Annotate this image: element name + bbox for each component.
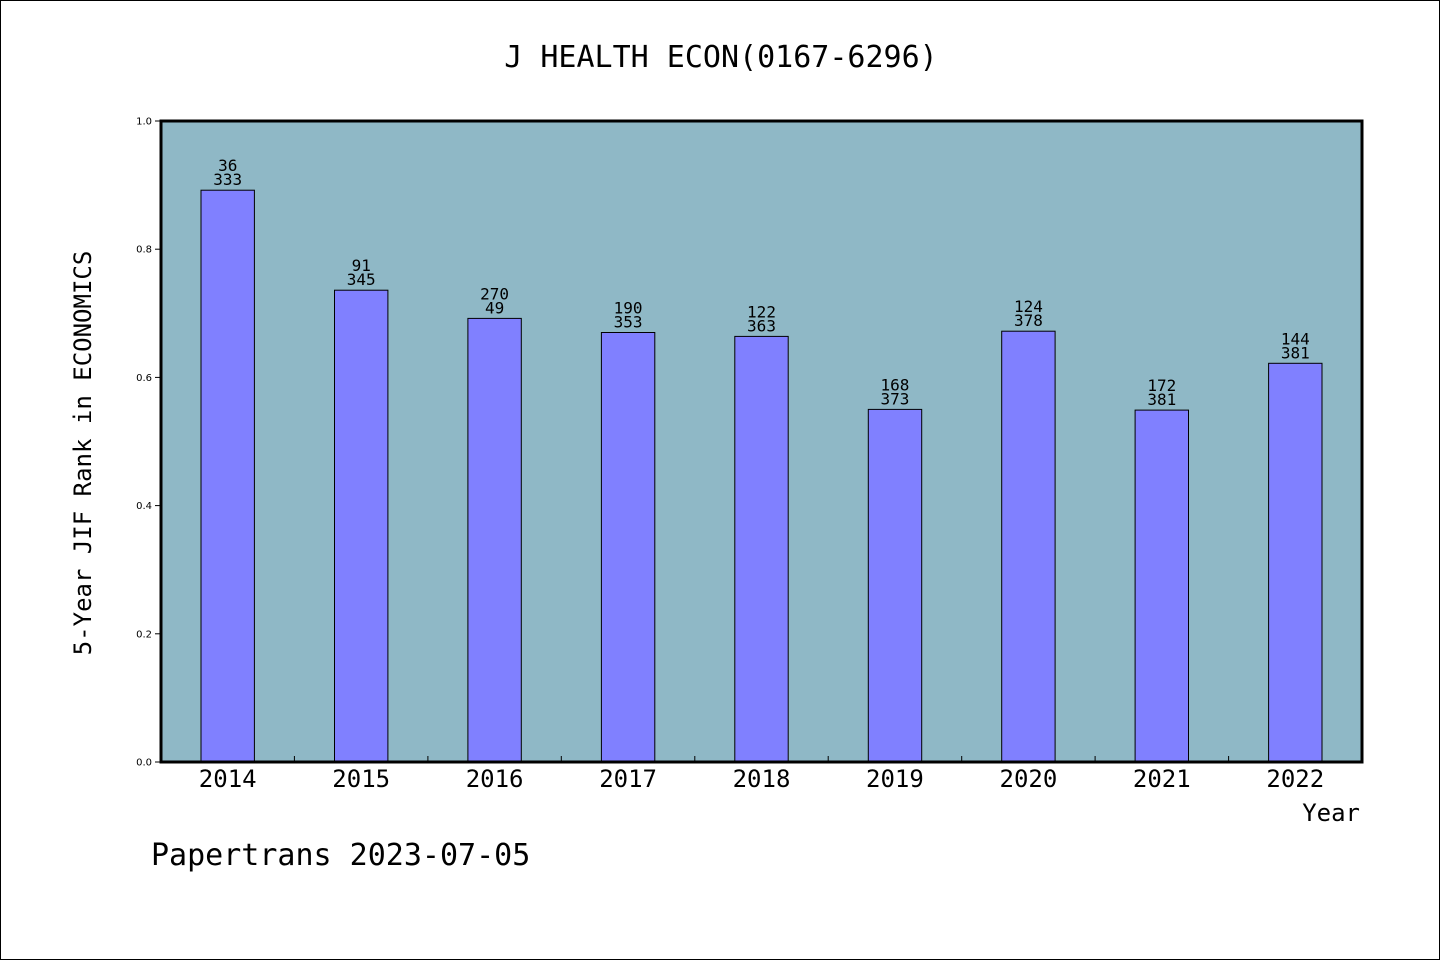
y-axis-label: 5-Year JIF Rank in ECONOMICS [69,251,97,656]
data-label-bottom: 381 [1147,390,1176,409]
y-tick-label: 0.6 [136,373,152,384]
x-axis: 2014 2015 2016 2017 2018 2019 2020 2021 2022 [199,756,1324,793]
data-label-bottom: 363 [747,316,776,335]
x-axis-label: Year [1302,799,1360,827]
bar-2022 [1268,362,1323,763]
data-label-top: 124 [1014,297,1043,316]
x-tick-label: 2020 [1000,765,1058,793]
bars [200,189,1323,763]
data-label-bottom: 381 [1281,343,1310,362]
data-label-bottom: 345 [347,270,376,289]
bar-2018 [734,335,789,763]
bar-2019 [867,408,923,763]
data-label-top: 91 [352,256,371,275]
data-label-top: 172 [1147,376,1176,395]
data-label-bottom: 333 [213,170,242,189]
x-tick-label: 2021 [1133,765,1191,793]
footer-credit: Papertrans 2023-07-05 [151,838,530,873]
x-tick-label: 2019 [866,765,924,793]
x-tick-label: 2016 [466,765,524,793]
data-label-top: 190 [614,299,643,318]
y-tick-label: 0.8 [136,245,152,256]
plot-border [159,119,1364,764]
y-tick-label: 0.2 [136,629,152,640]
data-label-bottom: 378 [1014,311,1043,330]
bar-2016 [467,317,522,763]
y-tick-label: 1.0 [136,117,152,128]
data-label-top: 270 [480,284,509,303]
data-label-top: 144 [1281,329,1310,348]
y-tick-label: 0.0 [136,758,152,769]
data-label-top: 168 [880,375,909,394]
x-tick-label: 2014 [199,765,257,793]
bar-2021 [1134,409,1189,763]
chart-title: J HEALTH ECON(0167-6296) [504,40,937,75]
data-label-bottom: 49 [485,298,504,317]
y-tick-label: 0.4 [136,501,152,512]
data-label-top: 36 [218,156,237,175]
bar-2014 [200,189,255,763]
y-axis: 0.0 0.2 0.4 0.6 0.8 1.0 [136,117,161,769]
data-label-top: 122 [747,302,776,321]
x-tick-label: 2018 [733,765,791,793]
x-tick-label: 2015 [332,765,390,793]
data-label-bottom: 353 [614,313,643,332]
bar-2015 [334,289,389,763]
bar-2020 [1001,330,1056,763]
bar-2017 [600,332,656,763]
x-tick-label: 2017 [599,765,657,793]
data-label-bottom: 373 [880,389,909,408]
x-tick-label: 2022 [1266,765,1324,793]
